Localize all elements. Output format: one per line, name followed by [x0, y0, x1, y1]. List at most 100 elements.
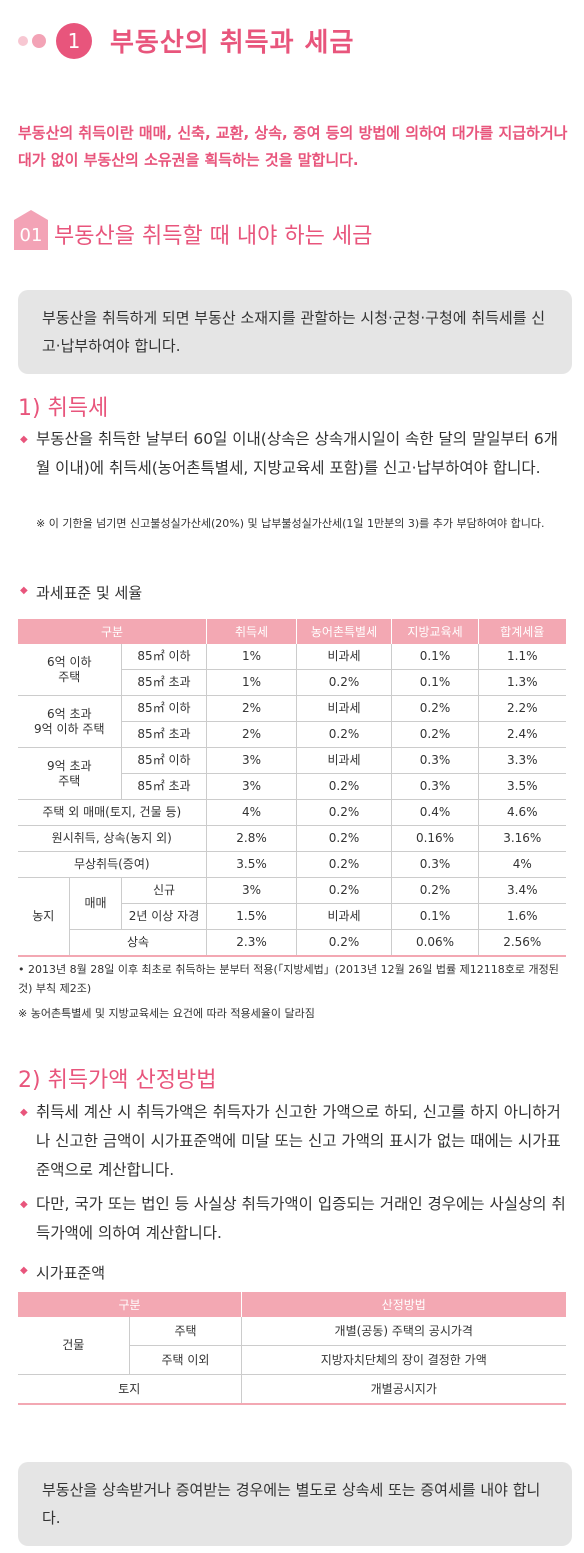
cell: 2% — [206, 695, 297, 722]
cell: 1% — [206, 669, 297, 696]
cell: 상속 — [68, 929, 207, 957]
cell: 0.2% — [296, 669, 392, 696]
cell: 85㎡ 이하 — [120, 695, 207, 722]
part-title: 1) 취득세 — [18, 396, 109, 421]
footnote: • 2013년 8월 28일 이후 최초로 취득하는 분부터 적용(「지방세법」… — [18, 963, 559, 995]
cell: 비과세 — [296, 747, 392, 774]
bullet: 다만, 국가 또는 법인 등 사실상 취득가액이 입증되는 거래인 경우에는 사… — [18, 1190, 566, 1248]
cell: 1.5% — [206, 903, 297, 930]
cell: 0.3% — [391, 773, 479, 800]
cell: 0.2% — [391, 695, 479, 722]
value-table: 구분 산정방법 건물 주택 개별(공동) 주택의 공시가격 주택 이외 지방자치단체의 … — [17, 1292, 566, 1405]
cell: 85㎡ 초과 — [120, 773, 207, 800]
cell: 1.3% — [478, 669, 566, 696]
cell: 0.06% — [391, 929, 479, 957]
cell: 0.1% — [391, 644, 479, 670]
cell: 3% — [206, 773, 297, 800]
cell: 신규 — [120, 877, 207, 904]
cell: 0.16% — [391, 825, 479, 852]
th: 구분 — [16, 619, 207, 644]
cell: 0.2% — [296, 825, 392, 852]
cell: 2.4% — [478, 721, 566, 748]
cell: 0.2% — [391, 721, 479, 748]
cell: 3.4% — [478, 877, 566, 904]
cell: 0.2% — [296, 721, 392, 748]
header-title: 부동산의 취득과 세금 — [110, 28, 355, 58]
cell: 4.6% — [478, 799, 566, 826]
cell: 85㎡ 초과 — [120, 721, 207, 748]
cell: 3% — [206, 747, 297, 774]
table-title: 시가표준액 — [18, 1262, 105, 1283]
header: 1 부동산의 취득과 세금 — [18, 22, 354, 59]
cell: 2.8% — [206, 825, 297, 852]
cell: 원시취득, 상속(농지 외) — [17, 825, 207, 852]
cell: 85㎡ 초과 — [120, 669, 207, 696]
info-box: 부동산을 취득하게 되면 부동산 소재지를 관할하는 시청·군청·구청에 취득세… — [18, 290, 572, 374]
cell: 3.5% — [206, 851, 297, 878]
cell: 2년 이상 자경 — [120, 903, 207, 930]
cell: 주택 외 매매(토지, 건물 등) — [17, 799, 207, 826]
cell: 2.3% — [206, 929, 297, 957]
cell: 0.2% — [296, 929, 392, 957]
table-title: 과세표준 및 세율 — [18, 582, 142, 603]
cell: 6억 초과 9억 이하 주택 — [17, 695, 122, 748]
cell: 3.16% — [478, 825, 566, 852]
th: 합계세율 — [478, 619, 566, 644]
cell: 개별(공동) 주택의 공시가격 — [241, 1317, 566, 1346]
cell: 1% — [206, 644, 297, 670]
cell: 2.2% — [478, 695, 566, 722]
cell: 0.4% — [391, 799, 479, 826]
cell: 지방자치단체의 장이 결정한 가액 — [241, 1345, 566, 1375]
cell: 3.5% — [478, 773, 566, 800]
cell: 건물 — [17, 1317, 130, 1375]
cell: 6억 이하 주택 — [17, 644, 122, 696]
cell: 0.3% — [391, 851, 479, 878]
cell: 0.1% — [391, 903, 479, 930]
section-header: 01 부동산을 취득할 때 내야 하는 세금 — [14, 210, 373, 250]
cell: 0.1% — [391, 669, 479, 696]
cell: 3.3% — [478, 747, 566, 774]
cell: 무상취득(증여) — [17, 851, 207, 878]
cell: 2% — [206, 721, 297, 748]
th: 지방교육세 — [391, 619, 479, 644]
header-number: 1 — [56, 22, 92, 59]
cell: 3% — [206, 877, 297, 904]
th: 구분 — [17, 1292, 242, 1317]
section-number: 01 — [14, 210, 48, 250]
cell: 4% — [478, 851, 566, 878]
cell: 4% — [206, 799, 297, 826]
section-title: 부동산을 취득할 때 내야 하는 세금 — [54, 224, 373, 249]
cell: 비과세 — [296, 903, 392, 930]
bullet: 부동산을 취득한 날부터 60일 이내(상속은 상속개시일이 속한 달의 말일부… — [18, 425, 566, 483]
intro: 부동산의 취득이란 매매, 신축, 교환, 상속, 증여 등의 방법에 의하여 … — [18, 124, 568, 169]
note: ※ 이 기한을 넘기면 신고불성실가산세(20%) 및 납부불성실가산세(1일 … — [36, 517, 545, 530]
cell: 0.2% — [296, 773, 392, 800]
cell: 0.2% — [296, 877, 392, 904]
th: 농어촌특별세 — [296, 619, 392, 644]
th: 산정방법 — [241, 1292, 566, 1317]
dot — [18, 35, 28, 46]
cell: 0.2% — [296, 851, 392, 878]
cell: 0.3% — [391, 747, 479, 774]
cell: 1.1% — [478, 644, 566, 670]
cell: 1.6% — [478, 903, 566, 930]
th: 취득세 — [206, 619, 297, 644]
part-title: 2) 취득가액 산정방법 — [18, 1068, 217, 1093]
bullet: 취득세 계산 시 취득가액은 취득자가 신고한 가액으로 하되, 신고를 하지 … — [18, 1098, 566, 1185]
cell: 비과세 — [296, 695, 392, 722]
cell: 85㎡ 이하 — [120, 747, 207, 774]
cell: 85㎡ 이하 — [120, 644, 207, 670]
cell: 0.2% — [296, 799, 392, 826]
cell: 9억 초과 주택 — [17, 747, 122, 800]
cell: 농지 — [17, 877, 70, 957]
cell: 개별공시지가 — [241, 1374, 566, 1405]
cell: 2.56% — [478, 929, 566, 957]
cell: 매매 — [69, 877, 122, 930]
footnote: ※ 농어촌특별세 및 지방교육세는 요건에 따라 적용세율이 달라짐 — [18, 1007, 315, 1020]
closing-box: 부동산을 상속받거나 증여받는 경우에는 별도로 상속세 또는 증여세를 내야 … — [18, 1462, 572, 1546]
cell: 0.2% — [391, 877, 479, 904]
tax-table: 구분 취득세 농어촌특별세 지방교육세 합계세율 6억 이하 주택 85㎡ 이하 1% 비과세… — [16, 619, 566, 957]
cell: 비과세 — [296, 644, 392, 670]
cell: 주택 — [129, 1317, 242, 1346]
